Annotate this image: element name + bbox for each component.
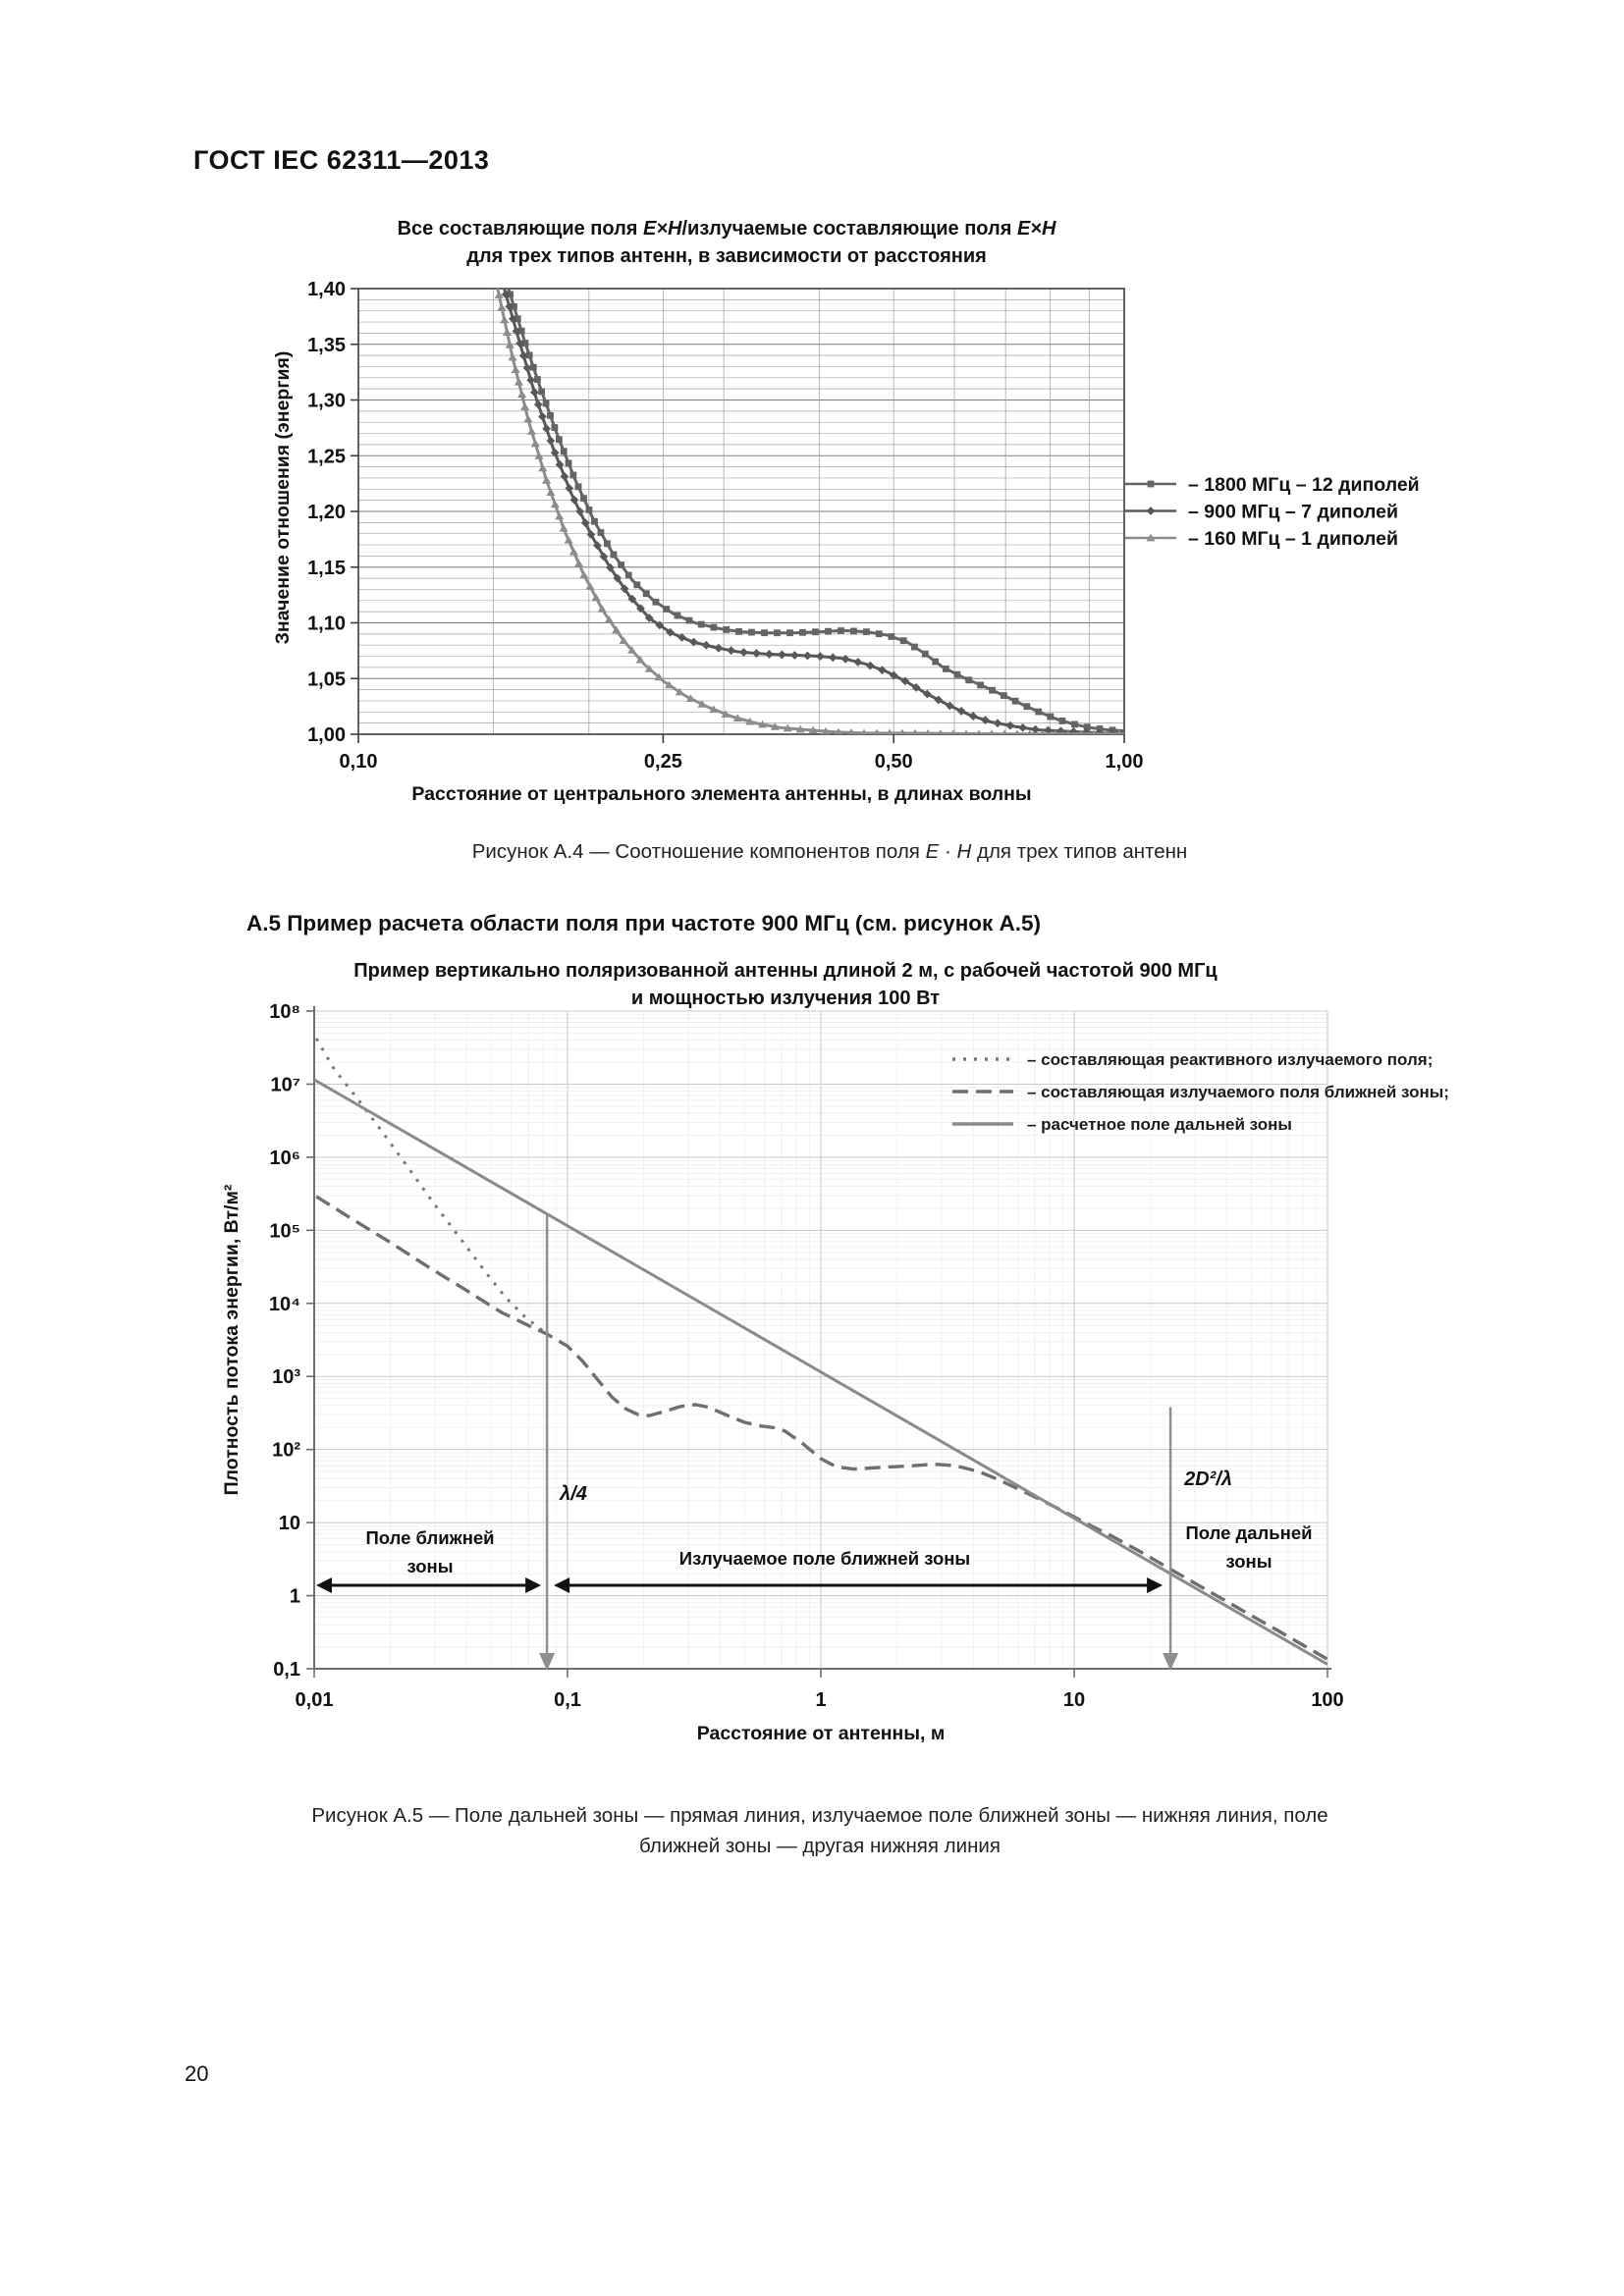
a5-legend-label-far_field: – расчетное поле дальней зоны bbox=[1027, 1115, 1292, 1134]
a5-title-line2: и мощностью излучения 100 Вт bbox=[631, 988, 940, 1009]
a4-legend-label-900: – 900 МГц – 7 диполей bbox=[1188, 502, 1398, 523]
a4-title-line2: для трех типов антенн, в зависимости от … bbox=[466, 245, 987, 267]
a4-y-tick-label: 1,00 bbox=[307, 724, 346, 746]
a5-x-tick-label: 0,1 bbox=[554, 1689, 581, 1711]
a4-y-tick-label: 1,10 bbox=[307, 614, 346, 635]
a4-legend-label-160: – 160 МГц – 1 диполей bbox=[1188, 528, 1398, 550]
figure-a5-caption-line2: ближней зоны — другая нижняя линия bbox=[639, 1835, 1001, 1857]
figure-a4-caption-prefix: Рисунок А.4 — Соотношение компонентов по… bbox=[471, 840, 926, 863]
a5-x-axis-ticks: 0,01 0,1 1 10 100 bbox=[296, 1669, 1344, 1711]
a4-legend: – 1800 МГц – 12 диполей – 900 МГц – 7 дип… bbox=[1125, 474, 1420, 550]
a4-legend-label-1800: – 1800 МГц – 12 диполей bbox=[1188, 474, 1420, 496]
a4-y-tick-label: 1,25 bbox=[307, 446, 346, 467]
document-header: ГОСТ IEC 62311—2013 bbox=[193, 145, 490, 175]
a4-y-tick-label: 1,35 bbox=[307, 335, 346, 356]
a5-lambda-quarter-label: λ/4 bbox=[559, 1483, 587, 1505]
a4-y-axis-ticks: 1,40 1,35 1,30 1,25 1,20 1,15 1,10 1,05 1,00 bbox=[307, 279, 358, 746]
a5-legend: – составляющая реактивного излучаемого п… bbox=[952, 1050, 1449, 1134]
section-heading-a5: А.5 Пример расчета области поля при част… bbox=[246, 911, 1042, 935]
a5-annotations: λ/4 2D²/λ Поле ближней зоны Излучаемое поле … bbox=[365, 1215, 1313, 1671]
a5-x-tick-label: 10 bbox=[1063, 1689, 1085, 1711]
a4-series-1800 bbox=[507, 289, 1124, 734]
a5-y-tick-label: 10⁶ bbox=[270, 1148, 300, 1169]
figure-a4-caption-formula: E · H bbox=[925, 840, 972, 863]
a5-y-tick-label: 1 bbox=[290, 1586, 300, 1608]
figure-a4-caption: Рисунок А.4 — Соотношение компонентов по… bbox=[177, 840, 1483, 864]
a5-y-axis-ticks: 10⁸ 10⁷ 10⁶ 10⁵ 10⁴ 10³ 10² 10 1 0,1 bbox=[269, 1001, 314, 1681]
a4-x-tick-label: 0,50 bbox=[875, 751, 913, 773]
a5-x-tick-label: 100 bbox=[1311, 1689, 1343, 1711]
a5-y-tick-label: 10⁸ bbox=[269, 1001, 300, 1023]
a5-series-far_field bbox=[313, 1078, 1328, 1666]
a5-zone-radiating-label: Излучаемое поле ближней зоны bbox=[679, 1548, 970, 1569]
a5-far-boundary-label: 2D²/λ bbox=[1183, 1468, 1232, 1490]
a5-title-line1: Пример вертикально поляризованной антенн… bbox=[353, 960, 1218, 982]
a5-zone-arrows bbox=[316, 1577, 1164, 1593]
a4-x-axis-title: Расстояние от центрального элемента анте… bbox=[411, 783, 1031, 805]
a4-y-tick-label: 1,20 bbox=[307, 502, 346, 523]
a4-title-line1: Все составляющие поля E×H/излучаемые сос… bbox=[398, 218, 1056, 240]
a4-series-160 bbox=[494, 289, 1124, 734]
a5-y-tick-label: 10⁷ bbox=[271, 1074, 301, 1095]
a5-axes bbox=[313, 1006, 1331, 1670]
a4-x-tick-label: 0,10 bbox=[340, 751, 378, 773]
a5-series-reactive bbox=[314, 1038, 544, 1332]
a4-x-tick-label: 0,25 bbox=[644, 751, 682, 773]
a5-x-tick-label: 1 bbox=[815, 1689, 826, 1711]
figure-a4-chart: 1,401,351,301,251,201,151,101,051,000,10… bbox=[272, 218, 1420, 805]
a5-y-tick-label: 10² bbox=[272, 1440, 300, 1462]
a5-y-tick-label: 10⁵ bbox=[269, 1220, 300, 1242]
a5-zone-far-label-line1: Поле дальней bbox=[1185, 1522, 1312, 1543]
a5-gridlines bbox=[313, 1010, 1328, 1670]
a5-y-tick-label: 10³ bbox=[272, 1366, 300, 1388]
a5-y-tick-label: 10 bbox=[279, 1513, 300, 1534]
a5-x-tick-label: 0,01 bbox=[296, 1689, 334, 1711]
a5-legend-label-near_field: – составляющая излучаемого поля ближней … bbox=[1027, 1083, 1449, 1101]
a4-y-tick-label: 1,40 bbox=[307, 279, 346, 300]
a5-x-axis-title: Расстояние от антенны, м bbox=[697, 1723, 946, 1744]
a5-zone-far-label-line2: зоны bbox=[1225, 1551, 1272, 1572]
page-number: 20 bbox=[185, 2061, 209, 2086]
a5-zone-near-label-line2: зоны bbox=[406, 1556, 453, 1576]
figure-a5-caption: Рисунок А.5 — Поле дальней зоны — прямая… bbox=[147, 1800, 1492, 1861]
a4-y-tick-label: 1,15 bbox=[307, 558, 346, 579]
a4-y-axis-title: Значение отношения (энергия) bbox=[272, 351, 294, 645]
a5-y-tick-label: 0,1 bbox=[273, 1659, 300, 1681]
a4-y-tick-label: 1,05 bbox=[307, 668, 346, 690]
figure-a5-chart: 10⁸ 10⁷ 10⁶ 10⁵ 10⁴ 10³ 10² 10 1 0,1 0,01 0,1 1 10 100… bbox=[221, 960, 1449, 1744]
a4-y-tick-label: 1,30 bbox=[307, 391, 346, 412]
a4-gridlines bbox=[358, 288, 1124, 735]
figure-a5-caption-line1: Рисунок А.5 — Поле дальней зоны — прямая… bbox=[311, 1804, 1328, 1827]
a4-x-tick-label: 1,00 bbox=[1106, 751, 1144, 773]
a4-x-axis-ticks: 0,10 0,25 0,50 1,00 bbox=[340, 734, 1144, 773]
a5-y-tick-label: 10⁴ bbox=[269, 1294, 300, 1315]
figure-a4-caption-suffix: для трех типов антенн bbox=[971, 840, 1188, 863]
a5-zone-near-label-line1: Поле ближней bbox=[365, 1527, 494, 1548]
a5-y-axis-title: Плотность потока энергии, Вт/м² bbox=[221, 1184, 243, 1495]
a4-series-900 bbox=[501, 289, 1124, 734]
a5-legend-label-reactive: – составляющая реактивного излучаемого п… bbox=[1027, 1050, 1433, 1069]
